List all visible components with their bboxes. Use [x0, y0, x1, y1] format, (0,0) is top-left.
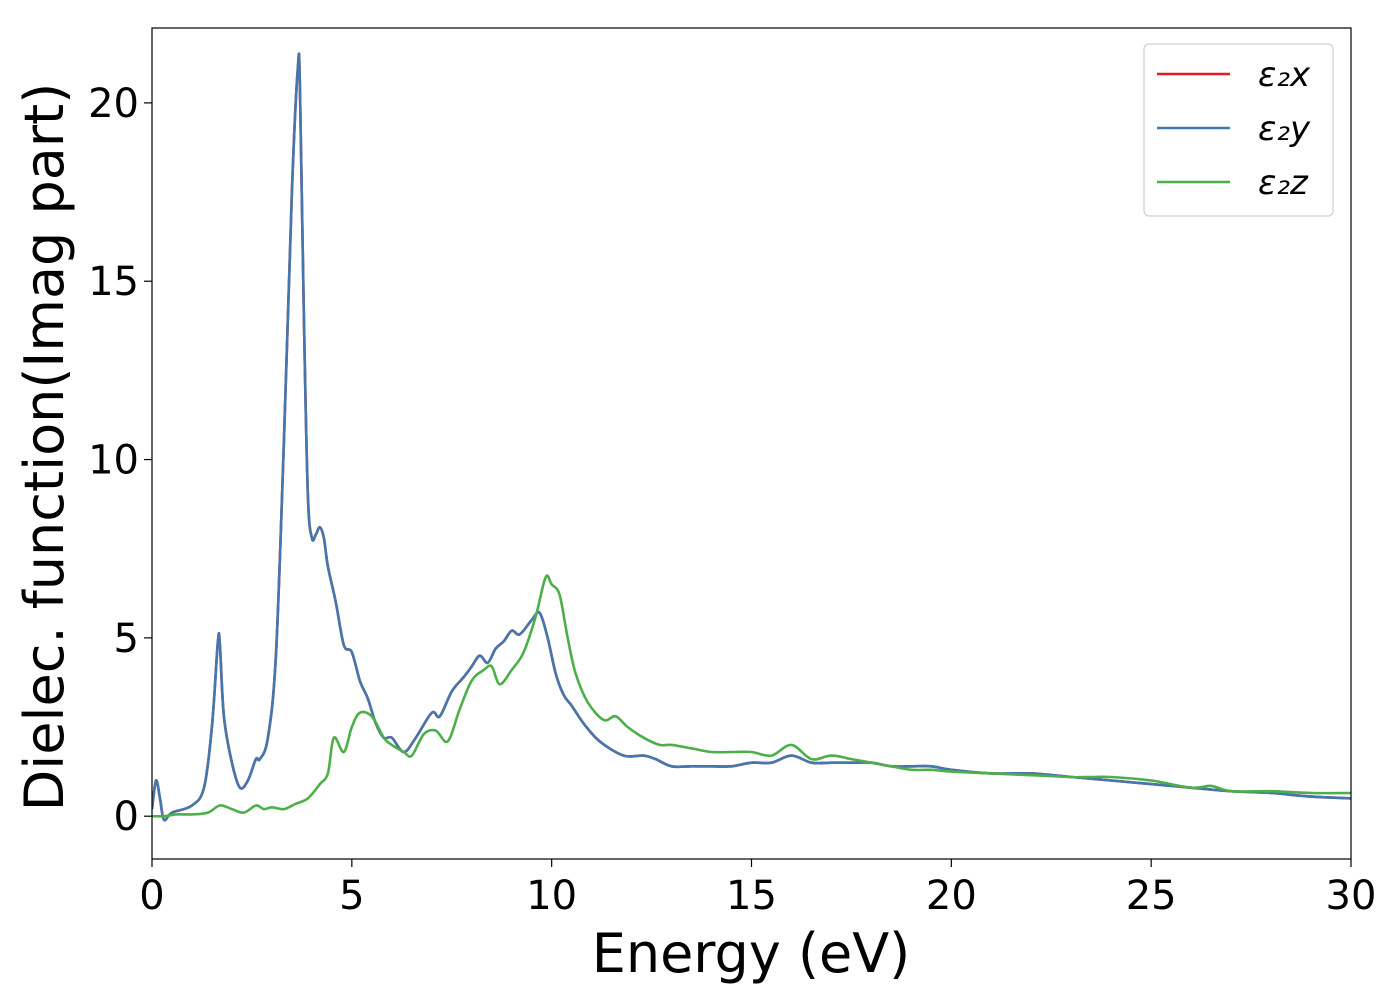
legend-label: ε₂y — [1258, 109, 1311, 149]
y-tick-label: 0 — [114, 794, 139, 840]
y-tick-label: 5 — [114, 616, 139, 662]
y-axis-title: Dielec. function(Imag part) — [13, 83, 76, 812]
x-tick-label: 15 — [726, 873, 777, 919]
legend: ε₂x ε₂y ε₂z — [1143, 43, 1334, 217]
x-axis-title: Energy (eV) — [592, 922, 911, 985]
legend-frame — [1143, 43, 1334, 217]
y-axis-ticks: 0 5 10 15 20 — [88, 81, 152, 840]
legend-label: ε₂z — [1258, 163, 1309, 203]
series-line-2 — [152, 52, 1351, 822]
x-tick-label: 5 — [339, 873, 364, 919]
y-tick-label: 15 — [88, 259, 139, 305]
x-axis-ticks: 0 5 10 15 20 25 30 — [139, 859, 1376, 919]
x-tick-label: 30 — [1326, 873, 1377, 919]
series-layer — [152, 52, 1351, 822]
legend-label: ε₂x — [1258, 55, 1311, 95]
series-line-3 — [152, 574, 1351, 818]
x-tick-label: 0 — [139, 873, 164, 919]
x-tick-label: 20 — [926, 873, 977, 919]
x-tick-label: 10 — [526, 873, 577, 919]
y-tick-label: 20 — [88, 81, 139, 127]
x-tick-label: 25 — [1126, 873, 1177, 919]
y-tick-label: 10 — [88, 438, 139, 484]
